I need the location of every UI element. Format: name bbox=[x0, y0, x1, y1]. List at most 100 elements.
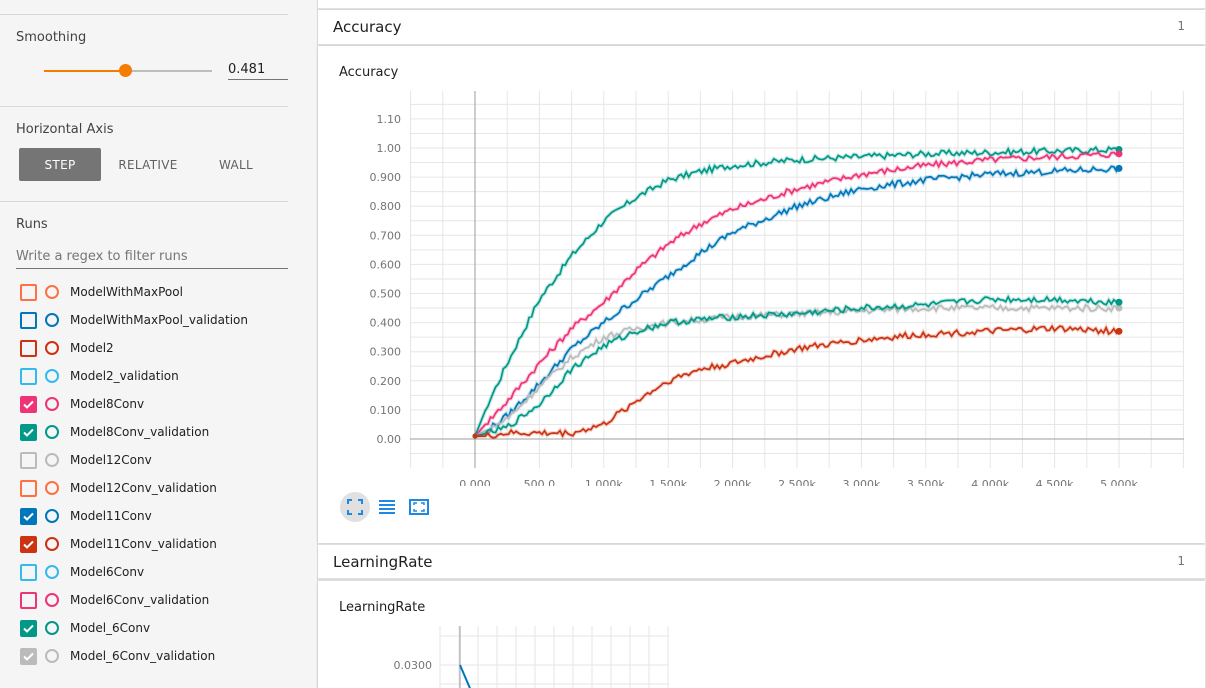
x-tick-label: 3.500k bbox=[907, 478, 945, 486]
run-checkbox[interactable] bbox=[20, 507, 37, 525]
run-checkbox[interactable] bbox=[20, 563, 37, 581]
run-item[interactable]: Model11Conv_validation bbox=[20, 534, 217, 554]
series-line bbox=[474, 145, 1120, 437]
series-end-point bbox=[1115, 150, 1123, 158]
series-line bbox=[474, 151, 1120, 437]
run-name: Model_6Conv bbox=[70, 621, 151, 635]
run-checkbox[interactable] bbox=[20, 395, 37, 413]
run-color-icon[interactable] bbox=[45, 425, 59, 439]
run-item[interactable]: Model12Conv_validation bbox=[20, 478, 217, 498]
smoothing-value-input[interactable] bbox=[228, 62, 288, 80]
run-checkbox[interactable] bbox=[20, 619, 37, 637]
run-item[interactable]: ModelWithMaxPool_validation bbox=[20, 310, 248, 330]
learningrate-chart-title: LearningRate bbox=[339, 600, 426, 615]
previous-card-header bbox=[318, 0, 1205, 9]
accuracy-card-header[interactable]: Accuracy 1 bbox=[318, 10, 1205, 45]
series-line bbox=[474, 303, 1120, 437]
series-line bbox=[474, 165, 1120, 437]
x-tick-label: 1.000k bbox=[585, 478, 623, 486]
x-tick-label: 4.500k bbox=[1036, 478, 1074, 486]
y-tick-label: 0.700 bbox=[370, 229, 402, 242]
run-checkbox[interactable] bbox=[20, 479, 37, 497]
y-tick-label: 0.600 bbox=[370, 258, 402, 271]
y-tick-label: 0.300 bbox=[370, 346, 402, 359]
run-item[interactable]: Model2 bbox=[20, 338, 114, 358]
run-color-icon[interactable] bbox=[45, 593, 59, 607]
series-line bbox=[474, 295, 1120, 437]
run-color-icon[interactable] bbox=[45, 397, 59, 411]
learningrate-card-title: LearningRate bbox=[333, 553, 433, 571]
run-name: Model12Conv bbox=[70, 453, 152, 467]
axis-step-button[interactable]: STEP bbox=[19, 148, 101, 181]
learningrate-grid bbox=[439, 626, 669, 688]
download-data-icon[interactable] bbox=[404, 492, 434, 522]
run-color-icon[interactable] bbox=[45, 285, 59, 299]
series-Model8Conv_validation bbox=[472, 292, 1123, 439]
accuracy-chart-card: Accuracy 0.00 0.100 0.200 0.300 0.400 0.500 0.… bbox=[318, 46, 1205, 543]
y-tick-label: 1.00 bbox=[377, 142, 402, 155]
runs-filter-input[interactable]: Write a regex to filter runs bbox=[16, 249, 288, 269]
axis-relative-button[interactable]: RELATIVE bbox=[118, 157, 178, 172]
run-color-icon[interactable] bbox=[45, 621, 59, 635]
smoothing-slider[interactable] bbox=[44, 64, 212, 77]
horizontal-axis-title: Horizontal Axis bbox=[16, 122, 114, 137]
fit-domain-icon[interactable] bbox=[340, 492, 370, 522]
accuracy-grid bbox=[410, 91, 1184, 468]
run-color-icon[interactable] bbox=[45, 341, 59, 355]
run-name: Model6Conv_validation bbox=[70, 593, 210, 607]
run-item[interactable]: Model6Conv_validation bbox=[20, 590, 209, 610]
run-checkbox[interactable] bbox=[20, 451, 37, 469]
y-tick-label: 0.200 bbox=[370, 375, 402, 388]
run-item[interactable]: Model8Conv bbox=[20, 394, 144, 414]
series-end-point bbox=[1115, 298, 1123, 306]
run-checkbox[interactable] bbox=[20, 283, 37, 301]
run-item[interactable]: Model_6Conv_validation bbox=[20, 646, 215, 666]
run-color-icon[interactable] bbox=[45, 509, 59, 523]
y-tick-label: 0.100 bbox=[370, 404, 402, 417]
series-start-point bbox=[472, 433, 478, 439]
run-item[interactable]: Model12Conv bbox=[20, 450, 152, 470]
x-tick-label: 4.000k bbox=[971, 478, 1009, 486]
run-checkbox[interactable] bbox=[20, 339, 37, 357]
run-name: Model11Conv_validation bbox=[70, 537, 217, 551]
divider bbox=[0, 201, 288, 202]
accuracy-chart[interactable]: 0.00 0.100 0.200 0.300 0.400 0.500 0.600 0.700 0… bbox=[318, 46, 1205, 486]
run-color-icon[interactable] bbox=[45, 313, 59, 327]
smoothing-slider-thumb[interactable] bbox=[118, 64, 132, 77]
run-item[interactable]: ModelWithMaxPool bbox=[20, 282, 183, 302]
sidebar: Smoothing Horizontal Axis STEP RELATIVE … bbox=[0, 0, 318, 688]
learningrate-chart[interactable]: 0.0300 bbox=[318, 581, 1205, 688]
learningrate-card-header[interactable]: LearningRate 1 bbox=[318, 545, 1205, 579]
x-tick-label: 1.500k bbox=[649, 478, 687, 486]
run-checkbox[interactable] bbox=[20, 591, 37, 609]
run-color-icon[interactable] bbox=[45, 565, 59, 579]
x-tick-label: 0.000 bbox=[459, 478, 491, 486]
run-item[interactable]: Model6Conv bbox=[20, 562, 144, 582]
run-checkbox[interactable] bbox=[20, 423, 37, 441]
run-color-icon[interactable] bbox=[45, 369, 59, 383]
run-color-icon[interactable] bbox=[45, 649, 59, 663]
x-tick-label: 3.000k bbox=[842, 478, 880, 486]
run-checkbox[interactable] bbox=[20, 311, 37, 329]
run-name: ModelWithMaxPool bbox=[70, 285, 183, 299]
run-checkbox[interactable] bbox=[20, 367, 37, 385]
y-tick-label: 0.800 bbox=[370, 200, 402, 213]
run-item[interactable]: Model2_validation bbox=[20, 366, 179, 386]
run-name: Model2_validation bbox=[70, 369, 179, 383]
run-name: Model6Conv bbox=[70, 565, 145, 579]
smoothing-slider-fill bbox=[44, 70, 125, 72]
axis-wall-button[interactable]: WALL bbox=[219, 157, 253, 172]
run-item[interactable]: Model_6Conv bbox=[20, 618, 150, 638]
run-item[interactable]: Model8Conv_validation bbox=[20, 422, 209, 442]
learningrate-chart-card: LearningRate 0.0300 bbox=[318, 581, 1205, 688]
x-tick-label: 5.000k bbox=[1100, 478, 1138, 486]
run-item[interactable]: Model11Conv bbox=[20, 506, 152, 526]
run-color-icon[interactable] bbox=[45, 453, 59, 467]
run-color-icon[interactable] bbox=[45, 481, 59, 495]
run-color-icon[interactable] bbox=[45, 537, 59, 551]
toggle-log-scale-icon[interactable] bbox=[372, 492, 402, 522]
run-checkbox[interactable] bbox=[20, 647, 37, 665]
y-tick-label: 0.500 bbox=[370, 288, 402, 301]
run-checkbox[interactable] bbox=[20, 535, 37, 553]
accuracy-card-title: Accuracy bbox=[333, 18, 402, 36]
